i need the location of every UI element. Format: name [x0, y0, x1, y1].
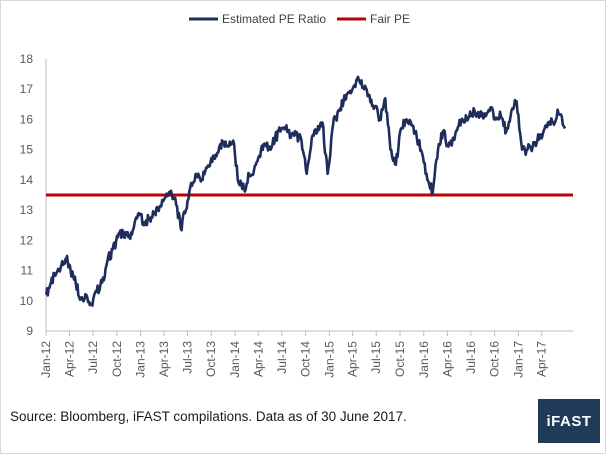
x-tick-label: Jan-13	[134, 341, 148, 378]
x-tick-label: Oct-16	[488, 341, 502, 377]
brand-logo: iFAST	[538, 399, 600, 443]
legend-item-estimated-pe: Estimated PE Ratio	[189, 12, 326, 26]
x-tick-label: Jul-13	[180, 341, 194, 374]
x-tick-label: Jul-16	[464, 341, 478, 374]
source-note: Source: Bloomberg, iFAST compilations. D…	[10, 409, 407, 424]
x-tick-label: Apr-13	[157, 341, 171, 377]
y-tick-label: 11	[21, 264, 34, 278]
x-tick-label: Jan-12	[39, 341, 53, 378]
y-tick-label: 13	[20, 203, 34, 217]
y-tick-label: 12	[20, 233, 34, 247]
x-tick-label: Apr-16	[440, 341, 454, 377]
x-tick-label: Jan-15	[322, 341, 336, 378]
y-tick-label: 16	[20, 112, 34, 126]
y-tick-label: 14	[20, 173, 34, 187]
x-axis: Jan-12 Apr-12 Jul-12 Oct-12 Jan-13 Apr-13 Jul-…	[39, 330, 573, 378]
x-tick-label: Jul-14	[275, 341, 289, 374]
series-layer	[45, 75, 573, 307]
x-tick-label: Jan-14	[228, 341, 242, 378]
x-tick-label: Apr-12	[63, 341, 77, 377]
y-tick-label: 18	[20, 52, 34, 66]
y-tick-label: 15	[20, 143, 34, 157]
y-tick-label: 10	[20, 294, 34, 308]
x-tick-label: Oct-15	[393, 341, 407, 377]
x-tick-label: Jan-16	[417, 341, 431, 378]
estimated-pe-line	[45, 75, 567, 307]
legend-label: Estimated PE Ratio	[222, 12, 326, 26]
y-tick-label: 17	[20, 82, 34, 96]
x-tick-label: Apr-17	[535, 341, 549, 377]
y-tick-label: 9	[26, 324, 33, 338]
x-tick-label: Jan-17	[511, 341, 525, 378]
x-tick-label: Oct-13	[204, 341, 218, 377]
legend: Estimated PE Ratio Fair PE	[189, 12, 410, 26]
legend-label: Fair PE	[370, 12, 410, 26]
x-tick-label: Oct-14	[299, 341, 313, 377]
x-tick-label: Apr-15	[346, 341, 360, 377]
pe-chart: Estimated PE Ratio Fair PE 9 10 11 12 13 14 15 1…	[20, 12, 573, 378]
x-tick-label: Oct-12	[110, 341, 124, 377]
footer: Source: Bloomberg, iFAST compilations. D…	[1, 398, 605, 453]
x-tick-label: Jul-12	[86, 341, 100, 374]
legend-item-fair-pe: Fair PE	[337, 12, 410, 26]
x-tick-label: Jul-15	[369, 341, 383, 374]
x-tick-label: Apr-14	[251, 341, 265, 377]
y-axis: 9 10 11 12 13 14 15 16 17 18	[20, 52, 47, 338]
